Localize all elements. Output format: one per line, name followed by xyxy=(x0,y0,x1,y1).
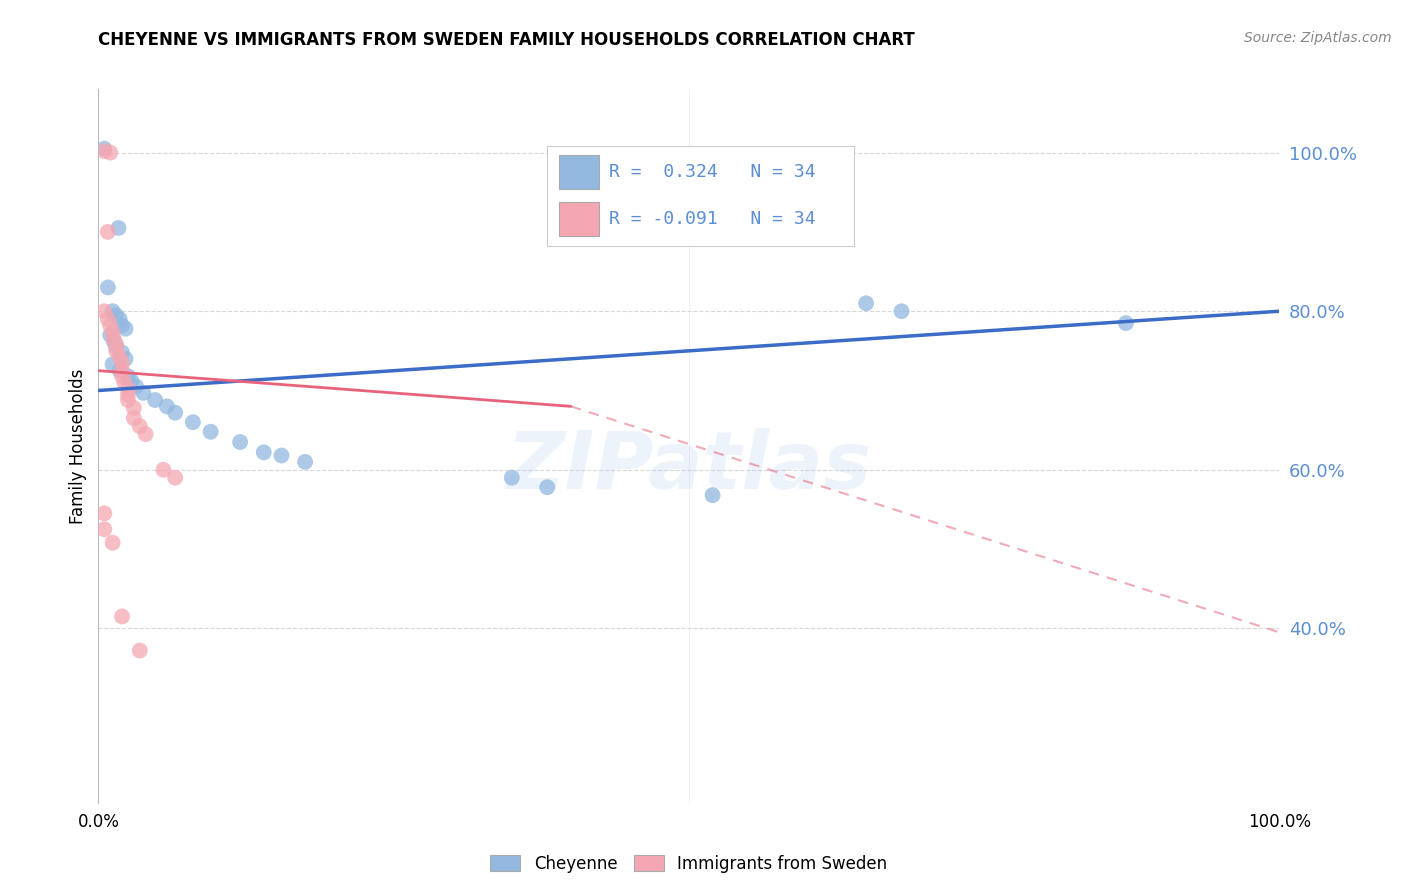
Point xyxy=(117,369,139,384)
Point xyxy=(200,425,222,439)
Point xyxy=(111,364,134,378)
Point xyxy=(97,312,120,326)
Point xyxy=(117,387,139,401)
Point xyxy=(111,609,134,624)
Point xyxy=(105,337,128,351)
Point xyxy=(181,415,204,429)
Point xyxy=(101,535,124,549)
Text: ZIPatlas: ZIPatlas xyxy=(506,428,872,507)
Point xyxy=(121,374,143,388)
Point xyxy=(117,382,139,396)
Point xyxy=(122,411,145,425)
Point xyxy=(105,343,128,358)
Point xyxy=(132,385,155,400)
Point xyxy=(108,312,131,326)
Point xyxy=(93,144,115,158)
Point xyxy=(93,304,115,318)
Y-axis label: Family Households: Family Households xyxy=(69,368,87,524)
Point xyxy=(107,221,129,235)
Point xyxy=(105,308,128,322)
Point xyxy=(1115,316,1137,330)
Point xyxy=(108,364,131,378)
Text: CHEYENNE VS IMMIGRANTS FROM SWEDEN FAMILY HOUSEHOLDS CORRELATION CHART: CHEYENNE VS IMMIGRANTS FROM SWEDEN FAMIL… xyxy=(98,31,915,49)
Text: R =  0.324   N = 34: R = 0.324 N = 34 xyxy=(609,163,815,181)
Point xyxy=(165,406,187,420)
Point xyxy=(253,445,276,459)
FancyBboxPatch shape xyxy=(560,155,599,189)
Point xyxy=(229,435,252,450)
Text: R = -0.091   N = 34: R = -0.091 N = 34 xyxy=(609,211,815,228)
Point xyxy=(93,522,115,536)
Text: Source: ZipAtlas.com: Source: ZipAtlas.com xyxy=(1244,31,1392,45)
Point xyxy=(103,334,125,349)
Point xyxy=(93,507,115,521)
Point xyxy=(97,280,120,294)
Point xyxy=(890,304,912,318)
Point xyxy=(165,471,187,485)
Point xyxy=(125,379,148,393)
Point xyxy=(98,145,121,160)
Point xyxy=(97,225,120,239)
Point xyxy=(501,471,523,485)
Point xyxy=(128,643,150,657)
Point xyxy=(98,318,121,333)
Point xyxy=(101,304,124,318)
Point xyxy=(111,345,134,359)
Point xyxy=(108,350,131,364)
Point xyxy=(294,455,316,469)
Point xyxy=(117,392,139,407)
Point xyxy=(536,480,558,494)
Point xyxy=(114,321,136,335)
Point xyxy=(103,332,125,346)
Point xyxy=(101,326,124,340)
Point xyxy=(105,340,128,354)
Point xyxy=(152,463,174,477)
FancyBboxPatch shape xyxy=(560,202,599,236)
Point xyxy=(855,296,877,310)
Point xyxy=(114,351,136,366)
Point xyxy=(135,427,157,442)
Point xyxy=(111,318,134,333)
Point xyxy=(122,401,145,415)
Point xyxy=(111,369,134,384)
Point xyxy=(98,328,121,343)
Legend: Cheyenne, Immigrants from Sweden: Cheyenne, Immigrants from Sweden xyxy=(484,848,894,880)
Point xyxy=(112,376,135,390)
Point xyxy=(702,488,724,502)
Point xyxy=(111,356,134,370)
Point xyxy=(93,142,115,156)
Point xyxy=(143,392,166,407)
Point xyxy=(156,400,179,414)
Point xyxy=(101,357,124,371)
Point xyxy=(270,449,292,463)
Point xyxy=(128,419,150,434)
